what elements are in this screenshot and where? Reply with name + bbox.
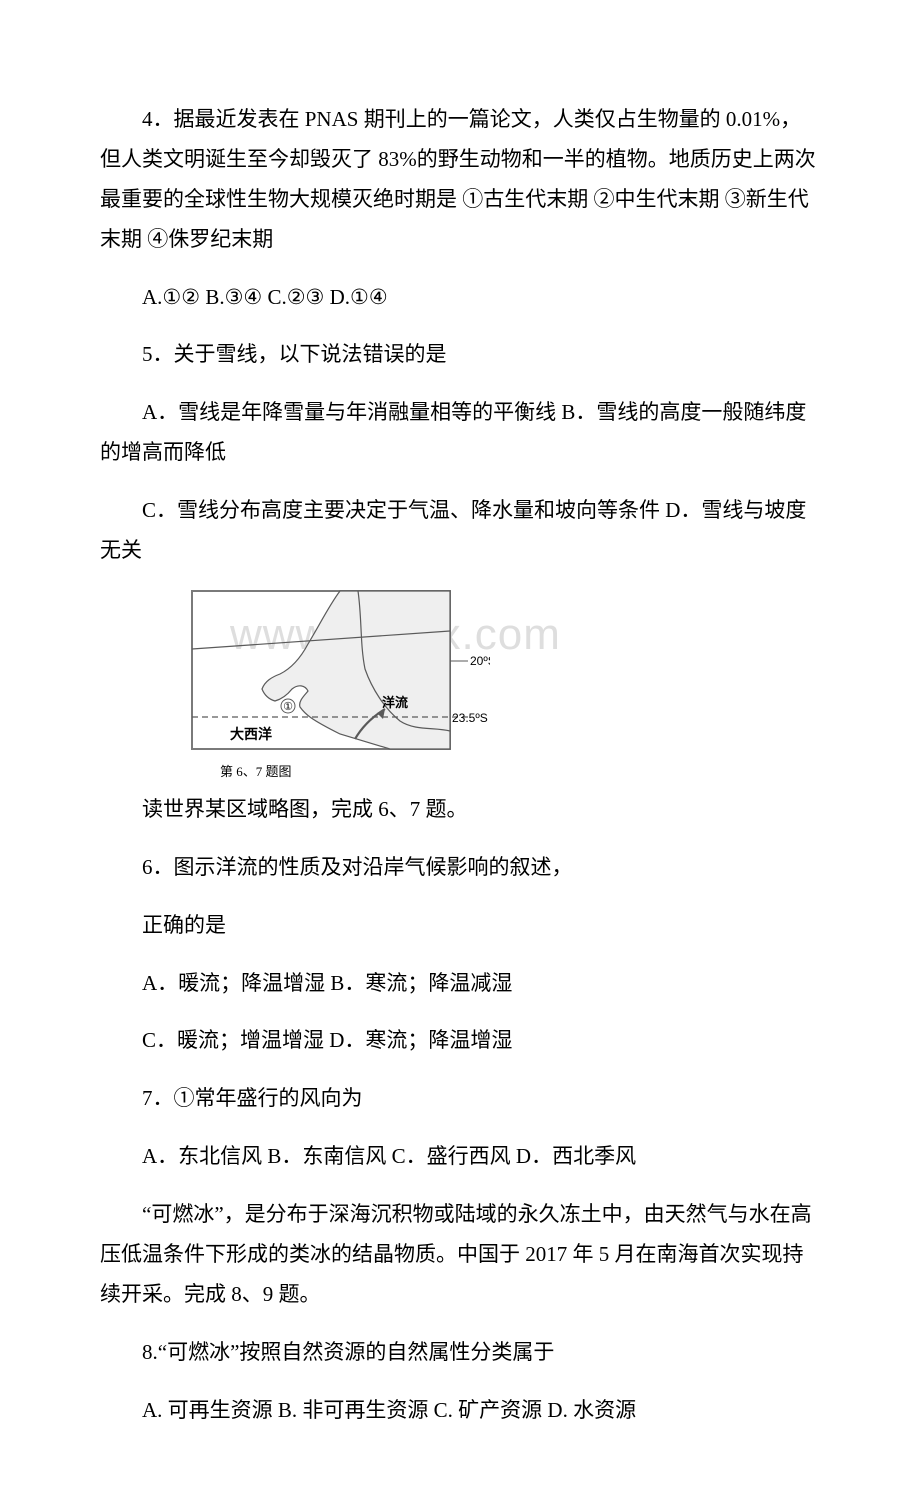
q6-options-cd: C．暖流；增温增湿 D．寒流；降温增湿	[100, 1021, 820, 1061]
q5-text: 5．关于雪线，以下说法错误的是	[100, 335, 820, 375]
map-marker-1: ①	[283, 701, 293, 713]
q6-line1: 6．图示洋流的性质及对沿岸气候影响的叙述，	[100, 848, 820, 888]
q8-options: A. 可再生资源 B. 非可再生资源 C. 矿产资源 D. 水资源	[100, 1391, 820, 1431]
figure-caption: 第 6、7 题图	[220, 761, 820, 780]
map-label-ocean: 大西洋	[230, 726, 272, 743]
q6-options-ab: A．暖流；降温增湿 B．寒流；降温减湿	[100, 964, 820, 1004]
q6-line2: 正确的是	[100, 906, 820, 946]
map-figure: ① 大西洋 洋流 20ºS 23.5ºS 第 6、7 题图	[190, 589, 820, 780]
document-content: 4．据最近发表在 PNAS 期刊上的一篇论文，人类仅占生物量的 0.01%，但人…	[100, 100, 820, 1431]
q4-text: 4．据最近发表在 PNAS 期刊上的一篇论文，人类仅占生物量的 0.01%，但人…	[100, 100, 820, 260]
q5-options-ab: A．雪线是年降雪量与年消融量相等的平衡线 B．雪线的高度一般随纬度的增高而降低	[100, 393, 820, 473]
map-label-current: 洋流	[382, 695, 408, 710]
q7-options: A．东北信风 B．东南信风 C．盛行西风 D．西北季风	[100, 1137, 820, 1177]
q89-intro: “可燃冰”，是分布于深海沉积物或陆域的永久冻土中，由天然气与水在高压低温条件下形…	[100, 1195, 820, 1315]
q7-text: 7．①常年盛行的风向为	[100, 1079, 820, 1119]
q5-options-cd: C．雪线分布高度主要决定于气温、降水量和坡向等条件 D．雪线与坡度无关	[100, 491, 820, 571]
map-svg: ① 大西洋 洋流 20ºS 23.5ºS	[190, 589, 490, 757]
map-lat-235s: 23.5ºS	[452, 711, 488, 725]
q8-text: 8.“可燃冰”按照自然资源的自然属性分类属于	[100, 1333, 820, 1373]
map-lat-20s: 20ºS	[470, 654, 490, 668]
q67-intro: 读世界某区域略图，完成 6、7 题。	[100, 790, 820, 830]
q4-options: A.①② B.③④ C.②③ D.①④	[100, 278, 820, 318]
